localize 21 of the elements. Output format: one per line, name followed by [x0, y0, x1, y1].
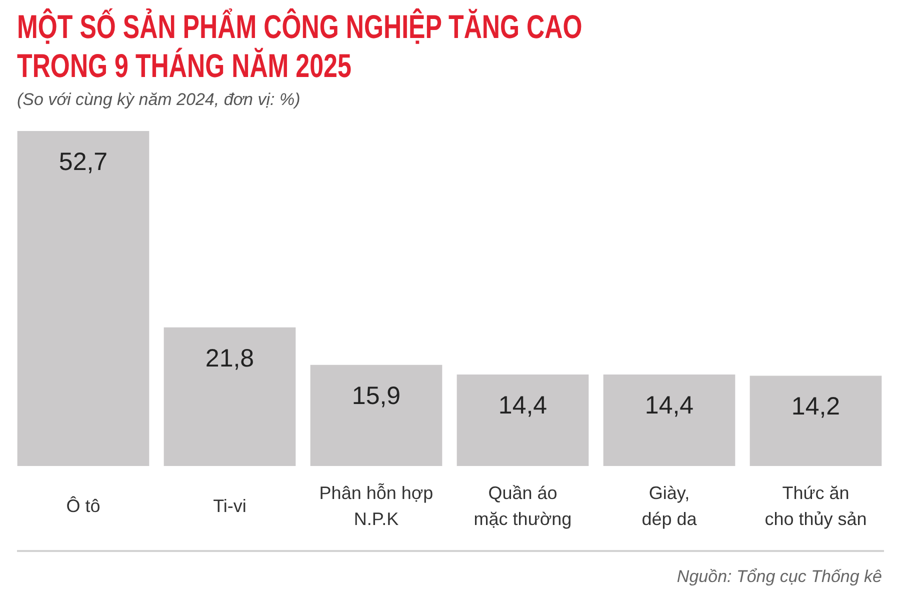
chart-title: MỘT SỐ SẢN PHẨM CÔNG NGHIỆP TĂNG CAO TRONG 9 THÁNG NĂM 2025: [17, 7, 582, 85]
x-tick-label: Thức ăn cho thủy sản: [764, 482, 867, 529]
text: Nguồn: Tổng cục Thống kê: [676, 567, 882, 587]
bar: [17, 131, 150, 466]
data-label: 21,8: [205, 344, 254, 372]
data-label: 14,2: [791, 392, 840, 421]
data-label: 14,4: [498, 391, 548, 420]
x-tick-label: Ti-vi: [213, 496, 246, 516]
data-label: 15,9: [352, 382, 401, 410]
bar: [164, 327, 296, 466]
bar: [310, 364, 442, 466]
x-tick-label: Ô tô: [66, 496, 100, 516]
bar: [750, 376, 882, 466]
chart-subtitle: (So với cùng kỳ năm 2024, đơn vị: %): [17, 90, 300, 110]
data-label: 14,4: [644, 391, 694, 420]
x-tick-label: Giày, dép da: [642, 482, 698, 529]
bar: [603, 374, 736, 466]
bar: [456, 374, 589, 466]
x-tick-label: Quần áo mặc thường: [474, 482, 572, 529]
data-label: 52,7: [58, 148, 108, 176]
x-tick-label: Phân hỗn hợp N.P.K: [319, 482, 434, 529]
